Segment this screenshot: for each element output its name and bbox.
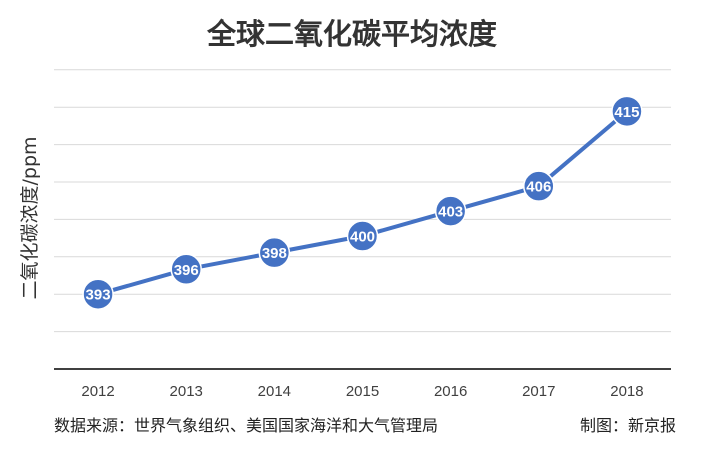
data-label: 406 — [526, 179, 551, 196]
data-point — [258, 236, 291, 269]
y-axis-label: 二氧化碳浓度/ppm — [19, 136, 41, 299]
x-tick-labels: 2012 2013 2014 2015 2016 2017 2018 — [81, 383, 643, 400]
data-label: 415 — [614, 104, 639, 121]
x-tick-label: 2017 — [522, 383, 555, 400]
data-point — [82, 278, 114, 310]
x-tick-label: 2016 — [434, 383, 467, 400]
x-tick-label: 2018 — [610, 383, 643, 400]
x-tick-label: 2014 — [258, 383, 291, 400]
x-tick-label: 2015 — [346, 383, 379, 400]
data-point — [346, 220, 379, 252]
data-label: 393 — [86, 287, 111, 304]
gridlines — [54, 69, 671, 333]
data-label: 396 — [174, 262, 199, 279]
source-note: 数据来源：世界气象组织、美国国家海洋和大气管理局 — [54, 416, 438, 435]
x-tick-label: 2013 — [170, 383, 203, 400]
data-point — [611, 95, 643, 128]
data-label: 398 — [262, 245, 287, 262]
x-tick-label: 2012 — [81, 383, 114, 400]
data-point — [523, 170, 555, 202]
data-markers: 393 396 398 400 403 406 415 — [82, 95, 643, 310]
data-point — [170, 253, 202, 286]
chart-title: 全球二氧化碳平均浓度 — [206, 17, 497, 51]
data-label: 400 — [350, 229, 375, 246]
data-point — [434, 195, 467, 227]
credit-note: 制图：新京报 — [580, 416, 676, 435]
data-label: 403 — [438, 204, 463, 221]
